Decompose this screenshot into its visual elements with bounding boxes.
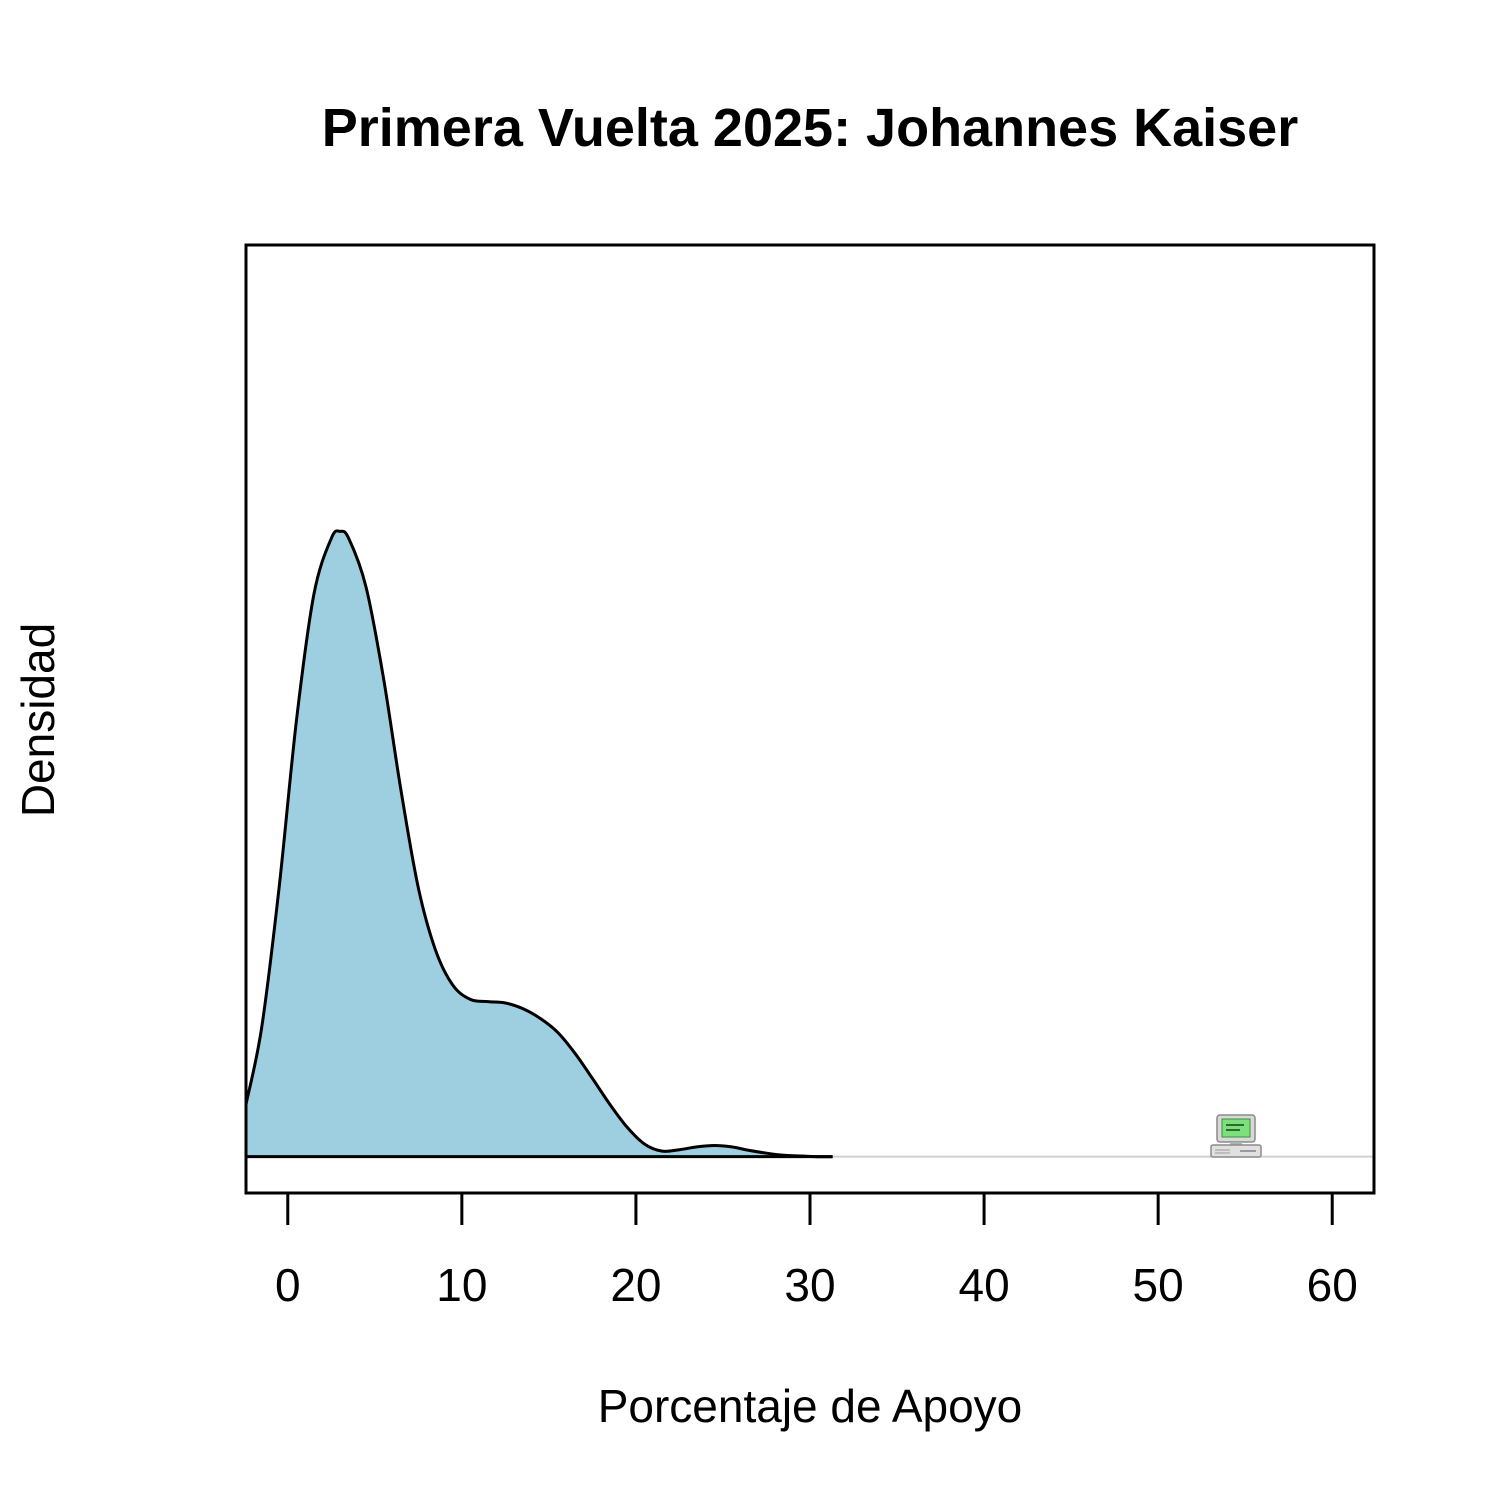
density-line <box>244 529 833 1159</box>
chart-title: Primera Vuelta 2025: Johannes Kaiser <box>322 98 1298 158</box>
x-tick-label: 60 <box>1307 1259 1358 1311</box>
x-tick-label: 40 <box>958 1259 1009 1311</box>
x-axis: 0 10 20 30 40 50 60 <box>275 1193 1358 1311</box>
computer-icon <box>1210 1114 1262 1158</box>
x-tick-label: 20 <box>610 1259 661 1311</box>
x-tick-label: 10 <box>436 1259 487 1311</box>
x-axis-label: Porcentaje de Apoyo <box>598 1380 1023 1432</box>
x-tick-label: 50 <box>1133 1259 1184 1311</box>
density-area <box>246 530 833 1157</box>
x-tick-label: 30 <box>784 1259 835 1311</box>
y-axis-label: Densidad <box>12 623 64 817</box>
x-tick-label: 0 <box>275 1259 301 1311</box>
